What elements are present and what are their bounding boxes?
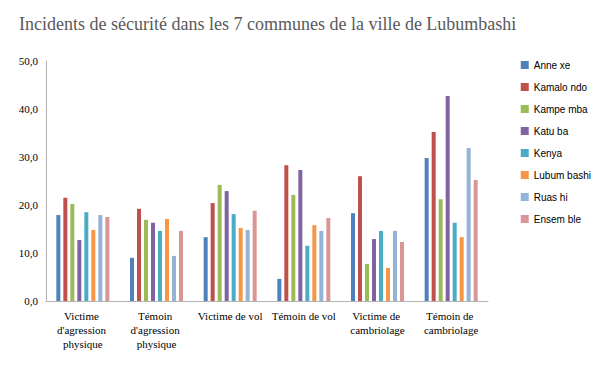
svg-text:cambriolage: cambriolage bbox=[350, 324, 404, 336]
svg-text:Katu ba: Katu ba bbox=[534, 126, 569, 137]
svg-text:Ruas hi: Ruas hi bbox=[534, 192, 568, 203]
svg-text:50,0: 50,0 bbox=[19, 55, 39, 67]
svg-text:Témoin de vol: Témoin de vol bbox=[272, 310, 336, 322]
svg-text:Kampe mba: Kampe mba bbox=[534, 104, 588, 115]
svg-text:cambriolage: cambriolage bbox=[424, 324, 478, 336]
svg-text:d'agression: d'agression bbox=[131, 324, 183, 336]
svg-text:Victime: Victime bbox=[64, 310, 102, 322]
svg-text:physique: physique bbox=[137, 338, 177, 350]
svg-text:0,0: 0,0 bbox=[24, 295, 38, 307]
svg-text:Anne xe: Anne xe bbox=[534, 60, 571, 71]
svg-text:10,0: 10,0 bbox=[19, 247, 39, 259]
svg-text:physique: physique bbox=[63, 338, 103, 350]
svg-text:Victime de: Victime de bbox=[352, 310, 403, 322]
svg-text:Ensem ble: Ensem ble bbox=[534, 214, 582, 225]
svg-text:Témoin: Témoin bbox=[138, 310, 175, 322]
svg-text:Victime de vol: Victime de vol bbox=[198, 310, 263, 322]
svg-text:Lubum bashi: Lubum bashi bbox=[534, 170, 591, 181]
svg-text:40,0: 40,0 bbox=[19, 103, 39, 115]
svg-text:Témoin de: Témoin de bbox=[426, 310, 476, 322]
svg-text:20,0: 20,0 bbox=[19, 199, 39, 211]
svg-text:Kamalo ndo: Kamalo ndo bbox=[534, 82, 588, 93]
svg-text:30,0: 30,0 bbox=[19, 151, 39, 163]
svg-text:d'agression: d'agression bbox=[57, 324, 109, 336]
svg-text:Kenya: Kenya bbox=[534, 148, 563, 159]
svg-text:Incidents de sécurité dans les: Incidents de sécurité dans les 7 commune… bbox=[19, 14, 516, 34]
